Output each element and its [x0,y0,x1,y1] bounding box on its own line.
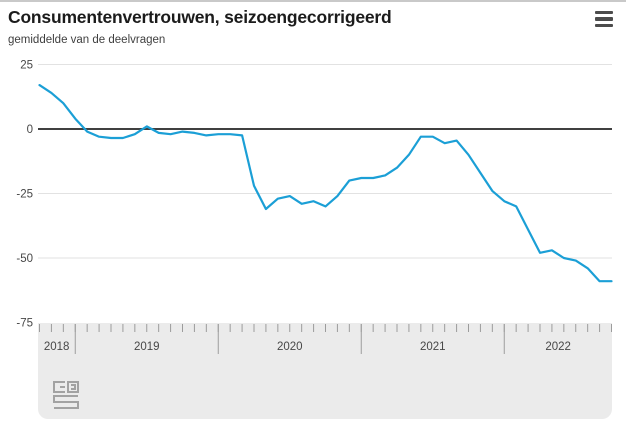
chart-subtitle: gemiddelde van de deelvragen [8,34,166,46]
year-label: 2022 [545,341,571,353]
chart-title: Consumentenvertrouwen, seizoengecorrigee… [8,7,392,27]
year-label: 2019 [134,341,160,353]
y-axis-label: -50 [16,253,33,265]
menu-bar [595,17,613,21]
year-label: 2020 [277,341,303,353]
menu-bar [595,11,613,15]
x-axis-band [38,323,612,419]
year-label: 2018 [44,341,70,353]
menu-bar [595,23,613,27]
cbs-logo-s [53,395,79,409]
hamburger-menu-icon[interactable] [595,11,613,27]
y-axis-label: -25 [16,189,33,201]
y-axis-label: 0 [27,124,33,136]
y-axis-label: -75 [16,318,33,330]
y-axis-label: 25 [20,60,33,72]
cbs-logo [53,381,79,409]
cbs-logo-c [53,381,65,393]
year-label: 2021 [420,341,446,353]
series-line [38,83,613,283]
cbs-logo-b [67,381,79,393]
